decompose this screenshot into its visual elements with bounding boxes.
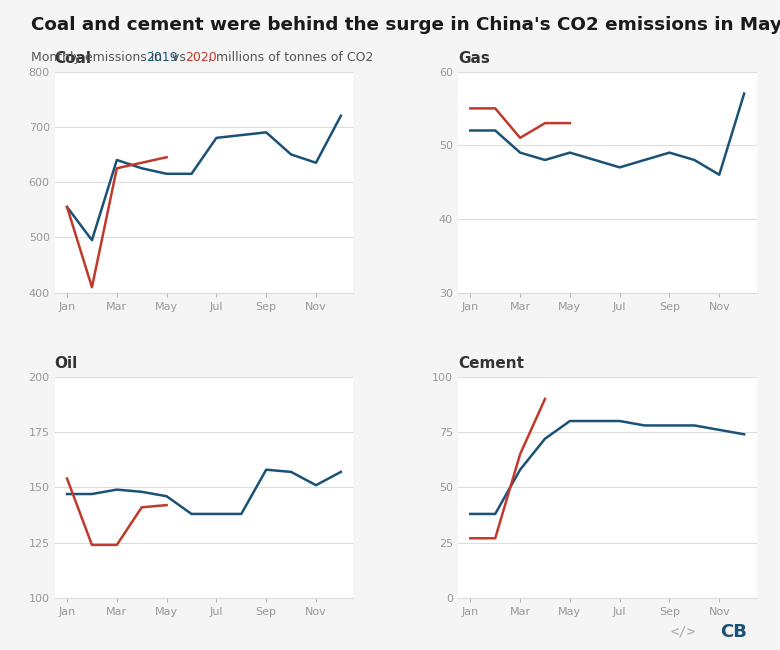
Text: Oil: Oil: [55, 356, 78, 371]
Text: vs: vs: [168, 51, 190, 64]
Text: 2019: 2019: [146, 51, 178, 64]
Text: Coal: Coal: [55, 51, 91, 66]
Text: 2020: 2020: [185, 51, 217, 64]
Text: Gas: Gas: [458, 51, 490, 66]
Text: Cement: Cement: [458, 356, 524, 371]
Text: , millions of tonnes of CO2: , millions of tonnes of CO2: [208, 51, 374, 64]
Text: Coal and cement were behind the surge in China's CO2 emissions in May: Coal and cement were behind the surge in…: [31, 16, 780, 34]
Text: Monthly emissions in: Monthly emissions in: [31, 51, 166, 64]
Text: </>: </>: [670, 625, 695, 639]
Text: CB: CB: [720, 623, 746, 641]
